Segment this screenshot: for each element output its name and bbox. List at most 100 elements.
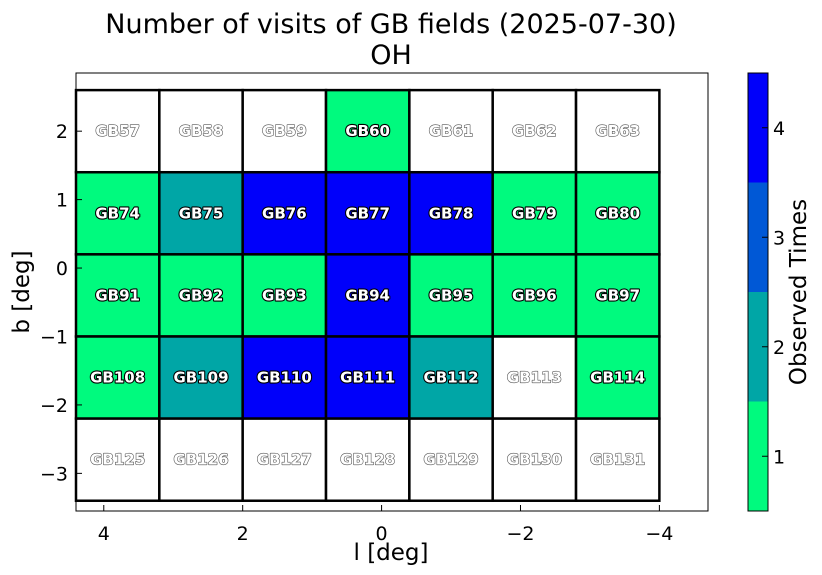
- field-cell-fill: [574, 170, 661, 256]
- field-label: GB77: [345, 204, 390, 222]
- chart-title: Number of visits of GB fields (2025-07-3…: [105, 9, 676, 40]
- field-label: GB114: [590, 369, 645, 387]
- colorbar-segment: [748, 73, 768, 183]
- field-label: GB130: [507, 451, 562, 469]
- field-cell-gb128: GB128: [324, 417, 411, 502]
- field-label: GB76: [262, 204, 307, 222]
- field-cell-gb91: GB91: [74, 253, 161, 338]
- field-cell-fill: [158, 253, 244, 338]
- plot-frame: [75, 72, 709, 512]
- field-cell-fill: [241, 253, 328, 338]
- field-cell-fill: [241, 417, 328, 502]
- field-cell-gb109: GB109: [158, 335, 244, 420]
- field-label: GB111: [340, 369, 395, 387]
- colorbar-segment: [748, 182, 768, 292]
- field-cell-gb110: GB110: [241, 335, 328, 420]
- field-label: GB126: [173, 451, 228, 469]
- field-cell-fill: [408, 253, 494, 338]
- field-cell-gb125: GB125: [74, 417, 161, 502]
- field-label: GB62: [512, 122, 557, 140]
- field-cell-gb129: GB129: [408, 417, 494, 502]
- field-cell-gb74: GB74: [74, 170, 161, 256]
- colorbar-frame: [747, 72, 769, 512]
- field-cell-gb63: GB63: [574, 88, 661, 174]
- field-cell-fill: [491, 253, 578, 338]
- colorbar-tick-label: 1: [773, 446, 785, 468]
- colorbar-tick-label: 4: [773, 118, 785, 140]
- field-label: GB131: [590, 451, 645, 469]
- field-label: GB80: [595, 204, 640, 222]
- field-label: GB110: [257, 369, 312, 387]
- y-axis-ticks: 2 1 0 −1 −2 −3: [40, 121, 82, 485]
- colorbar-tick-label: 2: [773, 337, 785, 359]
- field-label: GB58: [179, 122, 224, 140]
- field-cell-gb112: GB112: [408, 335, 494, 420]
- y-tick-label: −3: [40, 463, 68, 485]
- field-label: GB128: [340, 451, 395, 469]
- field-cell-gb130: GB130: [491, 417, 578, 502]
- field-cell-fill: [158, 88, 244, 174]
- field-label: GB127: [257, 451, 312, 469]
- field-cell-fill: [574, 253, 661, 338]
- field-cell-gb61: GB61: [408, 88, 494, 174]
- field-label: GB94: [345, 286, 390, 304]
- field-label: GB63: [595, 122, 640, 140]
- field-label: GB60: [345, 122, 390, 140]
- field-label: GB57: [95, 122, 140, 140]
- field-cell-fill: [574, 417, 661, 502]
- field-cell-gb57: GB57: [74, 88, 161, 174]
- field-label: GB75: [179, 204, 224, 222]
- x-tick-label: 4: [98, 523, 110, 545]
- field-label: GB112: [424, 369, 479, 387]
- field-label: GB97: [595, 286, 640, 304]
- field-cell-fill: [241, 170, 328, 256]
- field-label: GB61: [429, 122, 474, 140]
- colorbar: 1 2 3 4: [747, 72, 785, 512]
- chart-subtitle: OH: [370, 40, 412, 71]
- field-label: GB79: [512, 204, 557, 222]
- x-tick-label: −2: [506, 523, 534, 545]
- x-tick-label: 0: [376, 523, 388, 545]
- field-label: GB93: [262, 286, 307, 304]
- field-cell-gb80: GB80: [574, 170, 661, 256]
- field-cell-fill: [158, 335, 244, 420]
- field-cell-gb126: GB126: [158, 417, 244, 502]
- field-cell-gb92: GB92: [158, 253, 244, 338]
- field-label: GB74: [95, 204, 140, 222]
- field-label: GB108: [90, 369, 145, 387]
- heatmap-cells: GB57 GB58 GB59 GB60 GB61 GB62 GB63 GB74 GB75 GB76…: [74, 88, 661, 502]
- field-cell-gb58: GB58: [158, 88, 244, 174]
- field-cell-fill: [491, 88, 578, 174]
- field-label: GB125: [90, 451, 145, 469]
- field-cell-gb108: GB108: [74, 335, 161, 420]
- y-tick-label: −1: [40, 326, 68, 348]
- colorbar-label: Observed Times: [786, 199, 812, 385]
- y-axis-label: b [deg]: [9, 250, 35, 333]
- field-label: GB96: [512, 286, 557, 304]
- field-cell-fill: [491, 417, 578, 502]
- field-cell-fill: [491, 335, 578, 420]
- x-axis-label: l [deg]: [354, 540, 429, 566]
- field-cell-gb77: GB77: [324, 170, 411, 256]
- field-label: GB95: [429, 286, 474, 304]
- field-cell-gb95: GB95: [408, 253, 494, 338]
- field-label: GB78: [429, 204, 474, 222]
- field-cell-gb97: GB97: [574, 253, 661, 338]
- field-label: GB113: [507, 369, 562, 387]
- y-tick-label: 2: [56, 121, 68, 143]
- y-tick-label: 0: [56, 258, 68, 280]
- colorbar-segment: [748, 401, 768, 511]
- field-cell-gb75: GB75: [158, 170, 244, 256]
- field-cell-gb94: GB94: [324, 253, 411, 338]
- field-label: GB91: [95, 286, 140, 304]
- field-label: GB109: [173, 369, 228, 387]
- field-cell-gb131: GB131: [574, 417, 661, 502]
- field-cell-gb59: GB59: [241, 88, 328, 174]
- y-tick-label: 1: [56, 190, 68, 212]
- field-cell-gb78: GB78: [408, 170, 494, 256]
- x-tick-label: −4: [645, 523, 673, 545]
- field-cell-gb111: GB111: [324, 335, 411, 420]
- field-label: GB59: [262, 122, 307, 140]
- field-cell-gb114: GB114: [574, 335, 661, 420]
